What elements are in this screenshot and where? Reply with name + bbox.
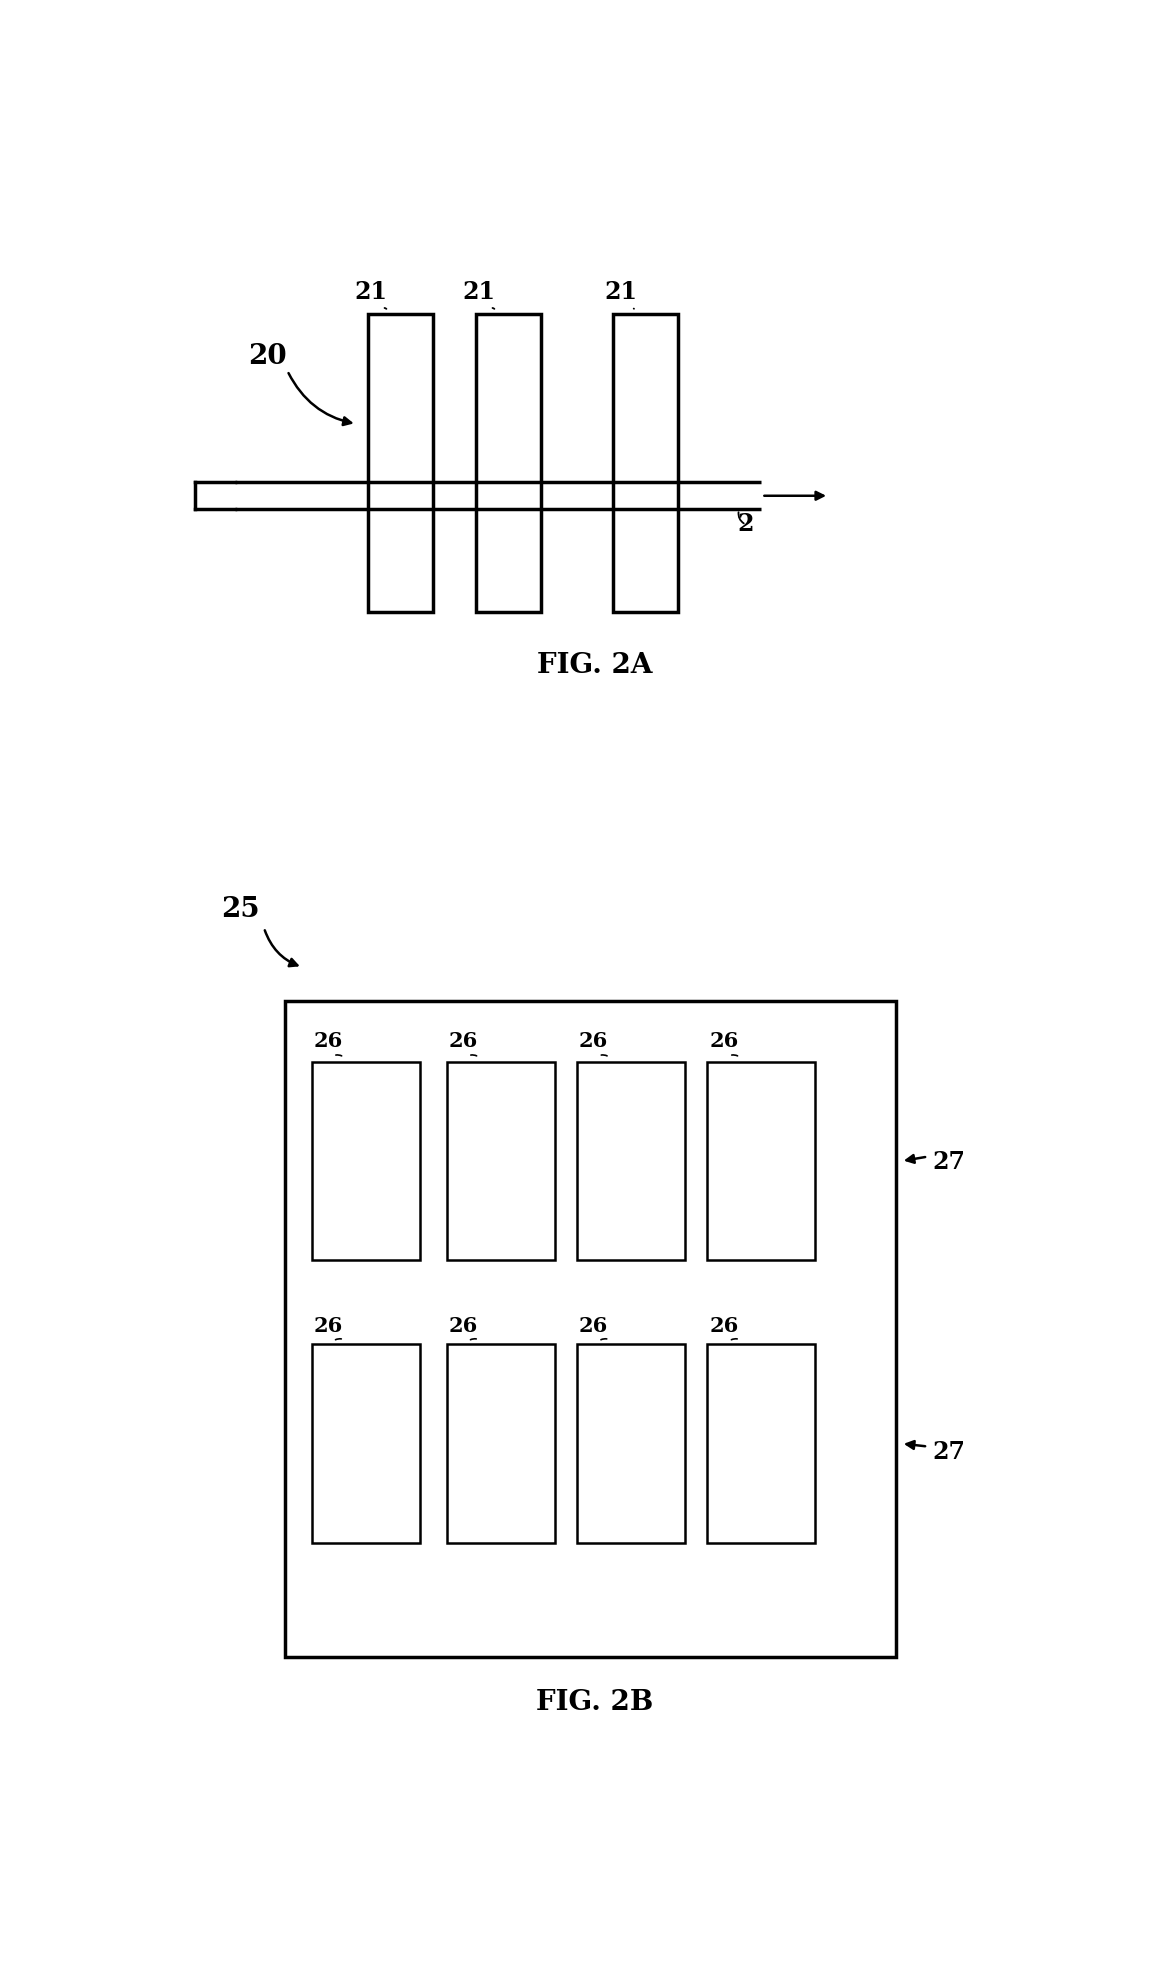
Bar [447, 1062, 555, 1261]
Text: 26: 26 [448, 1316, 477, 1336]
Bar [577, 1344, 685, 1542]
Text: 21: 21 [604, 279, 637, 303]
Bar [368, 313, 433, 612]
Text: 26: 26 [313, 1316, 342, 1336]
Bar [707, 1062, 815, 1261]
Text: 27: 27 [932, 1439, 966, 1465]
Bar [447, 1344, 555, 1542]
Text: 26: 26 [579, 1031, 608, 1050]
Text: 27: 27 [932, 1150, 966, 1173]
Text: 25: 25 [222, 896, 260, 924]
Text: 21: 21 [355, 279, 388, 303]
Text: 26: 26 [448, 1031, 477, 1050]
Text: 20: 20 [248, 343, 287, 371]
Text: 26: 26 [709, 1316, 738, 1336]
Bar [707, 1344, 815, 1542]
Text: 26: 26 [313, 1031, 342, 1050]
Text: 26: 26 [709, 1031, 738, 1050]
Bar [577, 1062, 685, 1261]
Text: 2: 2 [737, 511, 753, 535]
Bar [476, 313, 541, 612]
Text: FIG. 2A: FIG. 2A [538, 652, 652, 678]
Text: FIG. 2B: FIG. 2B [536, 1689, 654, 1716]
Bar [613, 313, 678, 612]
Text: 26: 26 [579, 1316, 608, 1336]
Text: 21: 21 [463, 279, 496, 303]
Bar [284, 1001, 896, 1657]
Bar [311, 1062, 419, 1261]
Bar [311, 1344, 419, 1542]
